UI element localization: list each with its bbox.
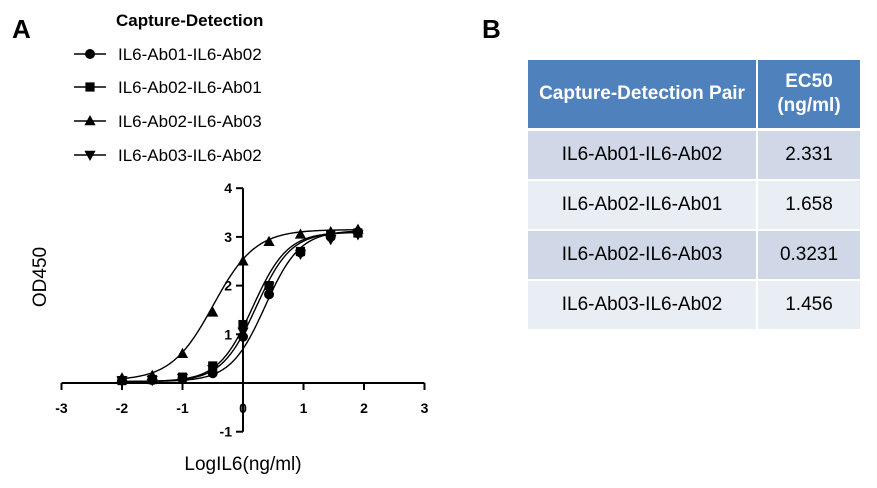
x-axis-label: LogIL6(ng/ml) [184, 454, 301, 475]
legend-marker-triangle-down [84, 150, 96, 161]
data-point-circle [264, 289, 275, 300]
table-cell-ec50: 2.331 [757, 129, 860, 181]
x-tick-label: 3 [421, 400, 429, 416]
data-point-triangle-down [294, 249, 307, 260]
table-cell-ec50: 1.658 [757, 180, 860, 231]
fit-curve [121, 229, 358, 380]
data-point-triangle-down [207, 365, 219, 376]
legend-label: IL6-Ab01-IL6-Ab02 [118, 45, 262, 64]
fit-curve [122, 230, 358, 383]
legend-marker-square [85, 82, 95, 92]
fit-curves [121, 229, 358, 383]
axes: -3 -2 -1 0 1 2 3 -1 1 2 3 4 [55, 180, 428, 440]
data-point-triangle-down [325, 235, 337, 246]
y-tick-label: 2 [224, 278, 232, 294]
y-tick-label: -1 [220, 424, 233, 440]
table-cell-ec50: 1.456 [757, 280, 860, 331]
x-tick-label: -3 [55, 400, 68, 416]
legend-label: IL6-Ab03-IL6-Ab02 [118, 146, 262, 165]
data-points [116, 223, 364, 387]
x-tick-label: -1 [176, 400, 189, 416]
table-cell-pair: IL6-Ab02-IL6-Ab03 [528, 230, 758, 281]
ec50-table: Capture-Detection Pair EC50 (ng/ml) IL6-… [528, 60, 860, 331]
data-point-triangle-up [325, 226, 337, 237]
table-header-ec50: EC50 (ng/ml) [757, 60, 860, 131]
data-point-triangle-down [116, 376, 128, 387]
data-point-triangle-up [237, 255, 249, 266]
table-row: IL6-Ab01-IL6-Ab02 2.331 [528, 129, 860, 181]
x-tick-label: 2 [360, 400, 368, 416]
table-cell-pair: IL6-Ab01-IL6-Ab02 [528, 129, 758, 181]
data-point-triangle-down [237, 327, 249, 338]
legend-marker-triangle-up [84, 115, 96, 126]
data-point-triangle-down [352, 230, 364, 241]
table-cell-pair: IL6-Ab02-IL6-Ab01 [528, 180, 758, 231]
fit-curve [121, 231, 358, 383]
legend: Capture-Detection IL6-Ab01-IL6-Ab02 IL6-A… [74, 11, 263, 165]
y-tick-label: 4 [224, 180, 232, 196]
data-point-triangle-down [146, 375, 158, 387]
y-tick-label: 3 [224, 229, 232, 245]
panel-a-label: A [12, 14, 31, 44]
table-header-pair: Capture-Detection Pair [528, 60, 758, 131]
table-cell-pair: IL6-Ab03-IL6-Ab02 [528, 280, 758, 331]
data-point-triangle-down [176, 373, 189, 385]
legend-marker-circle [85, 49, 95, 59]
y-axis-label: OD450 [30, 247, 51, 307]
data-point-square [238, 319, 248, 330]
x-tick-label: 0 [239, 400, 247, 416]
legend-label: IL6-Ab02-IL6-Ab01 [118, 78, 262, 97]
data-point-triangle-up [207, 306, 219, 317]
data-point-triangle-up [294, 228, 307, 239]
fit-curve [121, 231, 358, 383]
table-cell-ec50: 0.3231 [757, 230, 860, 281]
table-row: IL6-Ab02-IL6-Ab03 0.3231 [528, 230, 860, 281]
data-point-triangle-down [263, 282, 275, 293]
x-tick-label: -2 [116, 400, 129, 416]
x-tick-label: 1 [300, 400, 308, 416]
data-point-triangle-up [176, 347, 189, 358]
y-tick-label: 1 [224, 326, 232, 342]
legend-title: Capture-Detection [116, 11, 263, 30]
legend-label: IL6-Ab02-IL6-Ab03 [118, 112, 262, 131]
data-point-triangle-up [263, 235, 275, 246]
table-row: IL6-Ab02-IL6-Ab01 1.658 [528, 180, 860, 231]
table-row: IL6-Ab03-IL6-Ab02 1.456 [528, 280, 860, 331]
table-header-row: Capture-Detection Pair EC50 (ng/ml) [528, 60, 860, 131]
panel-b-label: B [482, 14, 501, 44]
